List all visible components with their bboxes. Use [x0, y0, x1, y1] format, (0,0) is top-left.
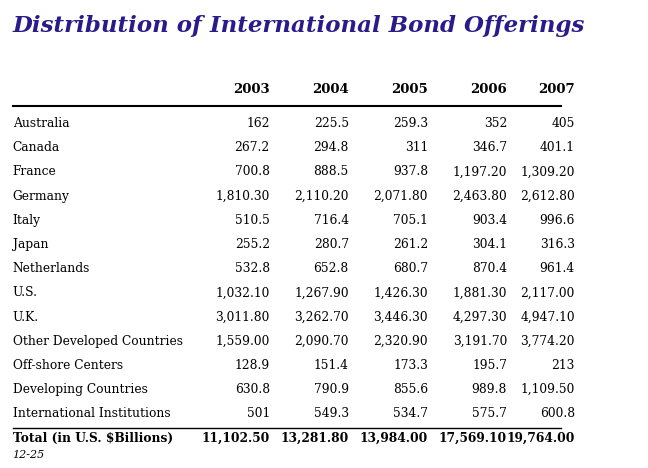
- Text: 255.2: 255.2: [235, 238, 270, 251]
- Text: Developing Countries: Developing Countries: [13, 383, 148, 396]
- Text: 1,032.10: 1,032.10: [215, 286, 270, 300]
- Text: 162: 162: [246, 117, 270, 130]
- Text: 405: 405: [551, 117, 575, 130]
- Text: 1,810.30: 1,810.30: [215, 190, 270, 203]
- Text: 2,463.80: 2,463.80: [452, 190, 507, 203]
- Text: Netherlands: Netherlands: [13, 262, 90, 275]
- Text: 261.2: 261.2: [393, 238, 428, 251]
- Text: 870.4: 870.4: [472, 262, 507, 275]
- Text: 213: 213: [551, 359, 575, 372]
- Text: 195.7: 195.7: [472, 359, 507, 372]
- Text: 316.3: 316.3: [540, 238, 575, 251]
- Text: 3,774.20: 3,774.20: [520, 335, 575, 348]
- Text: 1,267.90: 1,267.90: [294, 286, 349, 300]
- Text: 888.5: 888.5: [314, 165, 349, 178]
- Text: 401.1: 401.1: [540, 141, 575, 154]
- Text: Canada: Canada: [13, 141, 60, 154]
- Text: 2,117.00: 2,117.00: [520, 286, 575, 300]
- Text: 2,110.20: 2,110.20: [294, 190, 349, 203]
- Text: 225.5: 225.5: [314, 117, 349, 130]
- Text: 17,569.10: 17,569.10: [439, 431, 507, 445]
- Text: 352: 352: [483, 117, 507, 130]
- Text: 11,102.50: 11,102.50: [202, 431, 270, 445]
- Text: 2006: 2006: [470, 83, 507, 96]
- Text: 3,011.80: 3,011.80: [215, 310, 270, 323]
- Text: 19,764.00: 19,764.00: [507, 431, 575, 445]
- Text: 600.8: 600.8: [540, 407, 575, 420]
- Text: 501: 501: [246, 407, 270, 420]
- Text: 790.9: 790.9: [314, 383, 349, 396]
- Text: 2,090.70: 2,090.70: [294, 335, 349, 348]
- Text: 989.8: 989.8: [472, 383, 507, 396]
- Text: 12-25: 12-25: [13, 450, 45, 460]
- Text: 173.3: 173.3: [393, 359, 428, 372]
- Text: 532.8: 532.8: [235, 262, 270, 275]
- Text: France: France: [13, 165, 56, 178]
- Text: 2003: 2003: [233, 83, 270, 96]
- Text: 4,297.30: 4,297.30: [452, 310, 507, 323]
- Text: U.S.: U.S.: [13, 286, 38, 300]
- Text: 1,309.20: 1,309.20: [520, 165, 575, 178]
- Text: 267.2: 267.2: [235, 141, 270, 154]
- Text: 3,262.70: 3,262.70: [294, 310, 349, 323]
- Text: 259.3: 259.3: [393, 117, 428, 130]
- Text: 1,881.30: 1,881.30: [452, 286, 507, 300]
- Text: International Institutions: International Institutions: [13, 407, 170, 420]
- Text: 280.7: 280.7: [314, 238, 349, 251]
- Text: 304.1: 304.1: [472, 238, 507, 251]
- Text: 2,612.80: 2,612.80: [520, 190, 575, 203]
- Text: 311: 311: [405, 141, 428, 154]
- Text: Other Developed Countries: Other Developed Countries: [13, 335, 183, 348]
- Text: 151.4: 151.4: [314, 359, 349, 372]
- Text: 1,197.20: 1,197.20: [452, 165, 507, 178]
- Text: 630.8: 630.8: [235, 383, 270, 396]
- Text: Australia: Australia: [13, 117, 69, 130]
- Text: 4,947.10: 4,947.10: [520, 310, 575, 323]
- Text: 13,281.80: 13,281.80: [281, 431, 349, 445]
- Text: 346.7: 346.7: [472, 141, 507, 154]
- Text: 652.8: 652.8: [314, 262, 349, 275]
- Text: 903.4: 903.4: [472, 214, 507, 227]
- Text: 3,191.70: 3,191.70: [453, 335, 507, 348]
- Text: Off-shore Centers: Off-shore Centers: [13, 359, 123, 372]
- Text: Japan: Japan: [13, 238, 48, 251]
- Text: Distribution of International Bond Offerings: Distribution of International Bond Offer…: [13, 15, 585, 37]
- Text: 2007: 2007: [538, 83, 575, 96]
- Text: 3,446.30: 3,446.30: [373, 310, 428, 323]
- Text: 961.4: 961.4: [540, 262, 575, 275]
- Text: 575.7: 575.7: [472, 407, 507, 420]
- Text: 996.6: 996.6: [540, 214, 575, 227]
- Text: 700.8: 700.8: [235, 165, 270, 178]
- Text: Italy: Italy: [13, 214, 41, 227]
- Text: 855.6: 855.6: [393, 383, 428, 396]
- Text: Total (in U.S. $Billions): Total (in U.S. $Billions): [13, 431, 173, 445]
- Text: U.K.: U.K.: [13, 310, 39, 323]
- Text: 937.8: 937.8: [393, 165, 428, 178]
- Text: 2,320.90: 2,320.90: [373, 335, 428, 348]
- Text: 510.5: 510.5: [235, 214, 270, 227]
- Text: 1,559.00: 1,559.00: [215, 335, 270, 348]
- Text: 2005: 2005: [391, 83, 428, 96]
- Text: 2,071.80: 2,071.80: [373, 190, 428, 203]
- Text: 705.1: 705.1: [393, 214, 428, 227]
- Text: 1,109.50: 1,109.50: [520, 383, 575, 396]
- Text: 549.3: 549.3: [314, 407, 349, 420]
- Text: 294.8: 294.8: [314, 141, 349, 154]
- Text: 1,426.30: 1,426.30: [373, 286, 428, 300]
- Text: 13,984.00: 13,984.00: [360, 431, 428, 445]
- Text: 716.4: 716.4: [314, 214, 349, 227]
- Text: 128.9: 128.9: [235, 359, 270, 372]
- Text: Germany: Germany: [13, 190, 69, 203]
- Text: 534.7: 534.7: [393, 407, 428, 420]
- Text: 680.7: 680.7: [393, 262, 428, 275]
- Text: 2004: 2004: [312, 83, 349, 96]
